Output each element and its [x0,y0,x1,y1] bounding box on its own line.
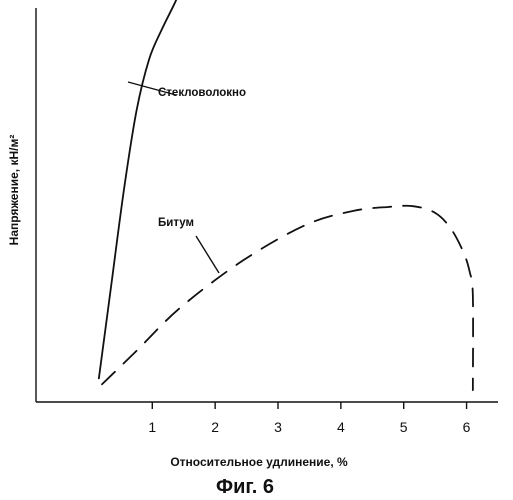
x-tick-label-6: 6 [463,419,471,435]
bitumen-point-13 [472,389,474,391]
bitumen-point-7 [412,205,414,207]
bitumen-point-8 [434,212,436,214]
fiberglass-point-1 [111,283,113,285]
fiberglass-series-label: Стекловолокно [158,87,246,99]
x-tick-label-1: 1 [148,419,156,435]
plot-area: 1 2 3 4 5 6 Стекловолокно Битум [36,0,498,435]
series-layer [98,0,474,391]
bitumen-point-0 [101,383,103,385]
bitumen-series-label: Битум [158,217,194,229]
x-tick-labels: 1 2 3 4 5 6 [148,419,470,435]
series-label-layer: Стекловолокно Битум [158,87,246,229]
x-tick-label-2: 2 [211,419,219,435]
x-tick-label-4: 4 [337,419,345,435]
fiberglass-point-2 [123,188,125,190]
series-line-bitumen [102,206,473,390]
x-tick-lines [152,402,466,409]
fiberglass-point-3 [136,110,138,112]
bitumen-point-12 [472,295,474,297]
x-tick-label-5: 5 [400,419,408,435]
bitumen-point-10 [463,251,465,253]
bitumen-point-4 [305,224,307,226]
bitumen-point-9 [450,228,452,230]
y-axis-title: Напряжение, кН/м² [7,135,21,246]
series-line-fiberglass [99,0,212,378]
x-axis-title: Относительное удлинение, % [170,455,348,469]
leader-layer [128,82,219,273]
fiberglass-point-4 [148,58,150,60]
bitumen-point-5 [353,210,355,212]
bitumen-point-11 [469,271,471,273]
fiberglass-point-6 [173,3,175,5]
x-tick-label-3: 3 [274,419,282,435]
bitumen-point-1 [136,350,138,352]
bitumen-point-6 [387,206,389,208]
fiberglass-point-0 [98,378,100,380]
bitumen-point-2 [180,307,182,309]
figure-caption: Фиг. 6 [216,476,274,498]
bitumen-point-3 [243,259,245,261]
fiberglass-point-5 [161,29,163,31]
bitumen-leader-line [196,236,219,273]
